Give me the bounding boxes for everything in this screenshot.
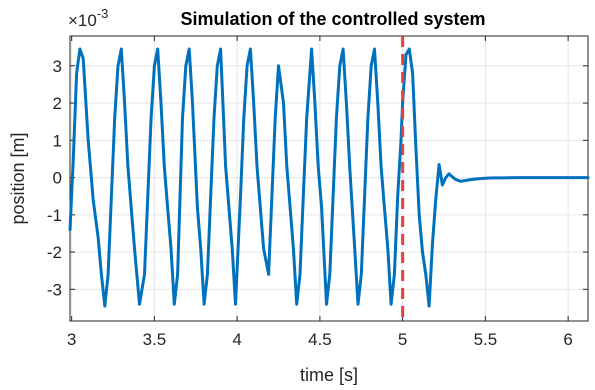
y-tick-label: 1 bbox=[53, 131, 62, 150]
y-tick-label: 2 bbox=[53, 94, 62, 113]
x-tick-label: 4 bbox=[232, 330, 241, 349]
x-tick-label: 6 bbox=[563, 330, 572, 349]
y-tick-label: -1 bbox=[47, 206, 62, 225]
y-tick-labels: -3 -2 -1 0 1 2 3 bbox=[47, 57, 62, 300]
y-axis-label: position [m] bbox=[8, 132, 28, 224]
x-tick-labels: 3 3.5 4 4.5 5 5.5 6 bbox=[67, 330, 573, 349]
y-tick-label: 0 bbox=[53, 169, 62, 188]
x-tick-label: 4.5 bbox=[308, 330, 332, 349]
y-tick-label: -2 bbox=[47, 243, 62, 262]
x-axis-label: time [s] bbox=[300, 365, 358, 385]
y-exponent-base: ×10 bbox=[68, 11, 97, 30]
chart-title: Simulation of the controlled system bbox=[180, 9, 485, 29]
y-tick-label: -3 bbox=[47, 280, 62, 299]
x-tick-label: 3 bbox=[67, 330, 76, 349]
x-tick-label: 5.5 bbox=[474, 330, 498, 349]
x-tick-label: 3.5 bbox=[143, 330, 167, 349]
y-tick-label: 3 bbox=[53, 57, 62, 76]
x-tick-label: 5 bbox=[398, 330, 407, 349]
series-line bbox=[68, 47, 590, 308]
y-exponent-label: ×10-3 bbox=[68, 6, 108, 30]
y-exponent-power: -3 bbox=[97, 6, 109, 21]
